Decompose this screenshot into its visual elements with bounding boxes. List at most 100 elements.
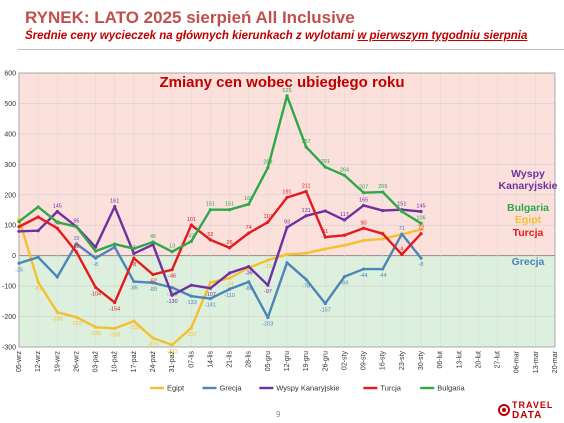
data-label: -62 (149, 279, 157, 285)
data-point (227, 208, 232, 212)
data-point (323, 301, 327, 306)
data-point (304, 277, 308, 282)
data-point (361, 203, 366, 208)
data-label: 161 (110, 199, 119, 205)
series-line-turcja (18, 190, 422, 304)
y-tick-label: -200 (2, 314, 16, 321)
data-point (304, 251, 308, 255)
data-point (266, 220, 270, 224)
data-point (17, 219, 21, 224)
data-point (55, 226, 59, 230)
data-label: 264 (340, 167, 349, 173)
x-tick-label: 06-lut (437, 351, 444, 369)
data-label: 211 (302, 183, 311, 189)
data-label: 117 (340, 212, 349, 218)
data-point (55, 209, 59, 214)
data-point (17, 225, 21, 229)
data-label: -157 (320, 307, 331, 313)
data-point (247, 202, 251, 206)
data-point (170, 293, 174, 297)
data-label: 131 (302, 208, 311, 214)
series-line-wyspy-kanaryjskie (18, 204, 422, 297)
data-point (304, 214, 308, 218)
data-point (132, 251, 136, 256)
data-point (170, 286, 174, 290)
x-tick-label: 20-lut (475, 351, 482, 369)
y-tick-label: 100 (4, 223, 16, 230)
data-label: 191 (282, 190, 291, 196)
data-point (304, 145, 308, 149)
data-point (227, 287, 232, 291)
data-point (361, 226, 366, 230)
data-label: 71 (399, 226, 405, 232)
x-tick-label: 12-gru (284, 351, 291, 371)
data-point (419, 232, 423, 236)
data-label: -110 (224, 293, 235, 299)
data-point (113, 245, 117, 249)
data-point (36, 280, 40, 284)
data-point (323, 209, 327, 213)
x-tick-label: 23-sty (399, 351, 406, 371)
legend-label: Turcja (380, 384, 401, 393)
data-point (36, 215, 40, 219)
data-point (227, 271, 232, 275)
series-annotation: Kanaryjskie (499, 180, 558, 192)
x-tick-label: 31-paź (169, 351, 176, 373)
data-label: 101 (187, 217, 196, 223)
data-point (285, 252, 289, 257)
data-point (208, 296, 213, 301)
data-point (55, 220, 59, 224)
data-label: -97 (264, 289, 272, 295)
data-point (74, 242, 79, 246)
data-point (342, 275, 347, 279)
x-tick-label: 09-sty (361, 351, 368, 371)
data-label: 151 (397, 202, 406, 208)
data-point (189, 326, 193, 330)
data-point (266, 166, 270, 170)
data-point (304, 189, 308, 194)
data-point (285, 94, 289, 98)
data-point (132, 319, 136, 323)
series-annotation: Grecja (512, 256, 545, 268)
data-label: 291 (321, 159, 330, 165)
chart-container: -300 -200 -100 0 100 200 300 400 500 600 05-wrz 12-… (0, 55, 564, 410)
data-label: 74 (246, 225, 252, 231)
x-tick-label: 26-wrz (73, 351, 80, 373)
x-tick-label: 26-gru (322, 351, 329, 371)
data-label: 26 (227, 240, 233, 246)
data-label: -46 (168, 274, 176, 280)
subtitle-text: Średnie ceny wycieczek na głównych kieru… (25, 30, 358, 42)
x-tick-label: 24-paź (150, 351, 157, 373)
x-tick-label: 21-lis (227, 351, 234, 368)
data-point (113, 326, 117, 331)
data-point (113, 300, 117, 305)
data-label: 145 (416, 204, 425, 210)
data-point (227, 246, 232, 250)
data-point (93, 325, 98, 329)
data-point (17, 261, 21, 265)
data-label: -203 (262, 321, 273, 327)
x-tick-label: 30-sty (418, 351, 425, 371)
data-point (113, 205, 117, 209)
data-point (247, 280, 251, 284)
data-point (132, 247, 136, 251)
data-label: -154 (109, 307, 120, 313)
y-tick-label: 300 (4, 162, 16, 169)
data-label: 145 (53, 204, 62, 210)
x-tick-label: 06-mar (514, 350, 521, 373)
data-point (93, 249, 98, 253)
data-point (74, 315, 79, 319)
data-label: 169 (244, 196, 253, 202)
data-label: -239 (109, 332, 120, 338)
travel-data-logo: TRAVEL DATA (496, 400, 558, 422)
data-label: -86 (245, 286, 253, 292)
data-point (189, 239, 193, 243)
legend-label: Grecja (220, 384, 243, 393)
data-label: -25 (15, 267, 23, 273)
data-point (93, 285, 98, 289)
data-point (36, 229, 40, 233)
data-label: 151 (225, 202, 234, 208)
data-point (400, 252, 404, 257)
title-separator (18, 49, 564, 50)
